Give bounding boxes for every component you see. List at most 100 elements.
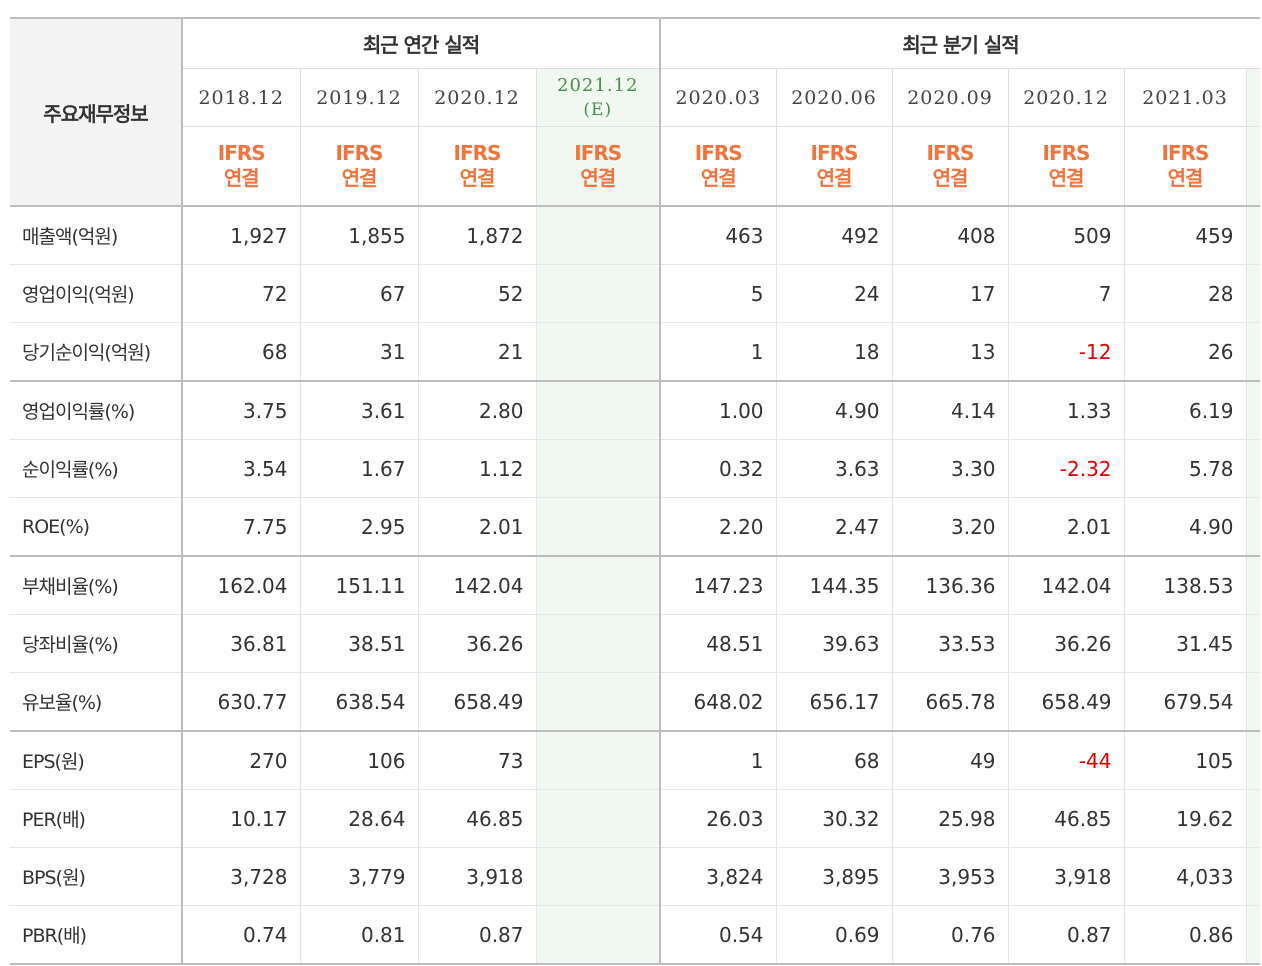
annual-value-cell: 0.87	[418, 905, 537, 965]
ifrs-text: IFRS	[1161, 141, 1210, 165]
trailing-cell	[1246, 556, 1261, 615]
annual-value-cell: 1,927	[182, 206, 301, 265]
quarterly-value-cell: 1	[660, 322, 777, 382]
table-body: 매출액(억원) 1,927 1,855 1,872 463 492 408 509 459 영업이…	[10, 206, 1261, 965]
quarterly-value-cell: 147.23	[660, 556, 777, 615]
estimate-value-cell	[536, 206, 662, 265]
quarterly-value-cell: -2.32	[1008, 439, 1125, 498]
ifrs-text: IFRS	[810, 141, 859, 165]
table-row: 유보율(%) 630.77 638.54 658.49 648.02 656.17 665.…	[10, 672, 1261, 732]
annual-value-cell: 2.01	[418, 497, 537, 557]
quarterly-value-cell: 492	[776, 206, 893, 265]
ifrs-consolidated-label: IFRS 연결	[300, 126, 419, 207]
quarterly-value-cell: 36.26	[1008, 614, 1125, 673]
quarterly-value-cell: 39.63	[776, 614, 893, 673]
annual-value-cell: 36.81	[182, 614, 301, 673]
annual-period-header: 2020.12	[418, 68, 537, 127]
row-label: 부채비율(%)	[10, 556, 183, 615]
quarterly-value-cell: 26.03	[660, 789, 777, 848]
row-label: BPS(원)	[10, 847, 183, 906]
annual-value-cell: 142.04	[418, 556, 537, 615]
quarterly-value-cell: 3.63	[776, 439, 893, 498]
table-row: 당기순이익(억원) 68 31 21 1 18 13 -12 26	[10, 322, 1261, 382]
annual-value-cell: 1,872	[418, 206, 537, 265]
quarterly-value-cell: 463	[660, 206, 777, 265]
estimate-value-cell	[536, 556, 662, 615]
quarterly-value-cell: 648.02	[660, 672, 777, 732]
estimate-value-cell	[536, 614, 662, 673]
annual-value-cell: 21	[418, 322, 537, 382]
quarterly-value-cell: 105	[1124, 731, 1247, 790]
annual-value-cell: 67	[300, 264, 419, 323]
estimate-value-cell	[536, 731, 662, 790]
quarterly-value-cell: 509	[1008, 206, 1125, 265]
ifrs-consolidated-label: IFRS 연결	[418, 126, 537, 207]
table-row: 영업이익률(%) 3.75 3.61 2.80 1.00 4.90 4.14 1.33 6.19	[10, 381, 1261, 440]
row-label: 매출액(억원)	[10, 206, 183, 265]
quarterly-value-cell: 136.36	[892, 556, 1009, 615]
ifrs-text: IFRS	[574, 141, 622, 165]
annual-value-cell: 638.54	[300, 672, 419, 732]
financial-summary-table: 주요재무정보 최근 연간 실적 최근 분기 실적 2018.12 2019.12 2…	[10, 17, 1261, 965]
quarterly-value-cell: 19.62	[1124, 789, 1247, 848]
quarterly-results-group-header: 최근 분기 실적	[660, 18, 1261, 69]
quarterly-value-cell: 144.35	[776, 556, 893, 615]
annual-value-cell: 270	[182, 731, 301, 790]
accounting-standard-row: IFRS 연결 IFRS 연결 IFRS 연결 IFRS 연결 IFRS 연결 IFRS 연결 IFRS…	[10, 126, 1261, 207]
annual-value-cell: 28.64	[300, 789, 419, 848]
quarter-period-header: 2021.03	[1124, 68, 1247, 127]
quarterly-value-cell: 0.32	[660, 439, 777, 498]
quarterly-value-cell: 0.86	[1124, 905, 1247, 965]
consolidated-text: 연결	[1167, 166, 1204, 190]
annual-value-cell: 106	[300, 731, 419, 790]
quarterly-value-cell: 6.19	[1124, 381, 1247, 440]
period-header-row: 2018.12 2019.12 2020.12 2021.12 (E) 2020.03 20…	[10, 68, 1261, 127]
quarterly-value-cell: 0.76	[892, 905, 1009, 965]
table-row: EPS(원) 270 106 73 1 68 49 -44 105	[10, 731, 1261, 790]
table-row: ROE(%) 7.75 2.95 2.01 2.20 2.47 3.20 2.01 4.90	[10, 497, 1261, 557]
annual-value-cell: 3,779	[300, 847, 419, 906]
quarterly-value-cell: 4,033	[1124, 847, 1247, 906]
estimate-period-header: 2021.12 (E)	[536, 68, 662, 127]
quarterly-value-cell: 656.17	[776, 672, 893, 732]
trailing-cell	[1246, 731, 1261, 790]
estimate-mark: (E)	[583, 99, 613, 120]
trailing-cell	[1246, 497, 1261, 557]
consolidated-text: 연결	[932, 166, 969, 190]
table-row: 영업이익(억원) 72 67 52 5 24 17 7 28	[10, 264, 1261, 323]
ifrs-consolidated-label: IFRS 연결	[660, 126, 777, 207]
ifrs-text: IFRS	[926, 141, 975, 165]
annual-value-cell: 0.81	[300, 905, 419, 965]
annual-value-cell: 3,918	[418, 847, 537, 906]
table-header: 주요재무정보 최근 연간 실적 최근 분기 실적 2018.12 2019.12 2…	[10, 18, 1261, 207]
annual-value-cell: 0.74	[182, 905, 301, 965]
table-row: PER(배) 10.17 28.64 46.85 26.03 30.32 25.98 46.8…	[10, 789, 1261, 848]
table-row: 매출액(억원) 1,927 1,855 1,872 463 492 408 509 459	[10, 206, 1261, 265]
annual-value-cell: 630.77	[182, 672, 301, 732]
table-row: 당좌비율(%) 36.81 38.51 36.26 48.51 39.63 33.53 36.…	[10, 614, 1261, 673]
quarterly-value-cell: 665.78	[892, 672, 1009, 732]
quarterly-value-cell: 0.54	[660, 905, 777, 965]
estimate-value-cell	[536, 672, 662, 732]
estimate-value-cell	[536, 497, 662, 557]
estimate-value-cell	[536, 905, 662, 965]
estimate-value-cell	[536, 322, 662, 382]
row-label: 당좌비율(%)	[10, 614, 183, 673]
row-label: 당기순이익(억원)	[10, 322, 183, 382]
quarterly-value-cell: 0.69	[776, 905, 893, 965]
consolidated-text: 연결	[341, 166, 378, 190]
trailing-cell	[1246, 614, 1261, 673]
consolidated-text: 연결	[816, 166, 853, 190]
annual-value-cell: 162.04	[182, 556, 301, 615]
quarterly-value-cell: 1	[660, 731, 777, 790]
row-label: PBR(배)	[10, 905, 183, 965]
ifrs-consolidated-label: IFRS 연결	[776, 126, 893, 207]
annual-value-cell: 1.12	[418, 439, 537, 498]
trailing-cell	[1246, 322, 1261, 382]
consolidated-text: 연결	[700, 166, 737, 190]
table-row: PBR(배) 0.74 0.81 0.87 0.54 0.69 0.76 0.87 0.86	[10, 905, 1261, 965]
quarterly-value-cell: 48.51	[660, 614, 777, 673]
quarterly-value-cell: 13	[892, 322, 1009, 382]
quarterly-value-cell: 4.90	[1124, 497, 1247, 557]
quarterly-value-cell: 18	[776, 322, 893, 382]
